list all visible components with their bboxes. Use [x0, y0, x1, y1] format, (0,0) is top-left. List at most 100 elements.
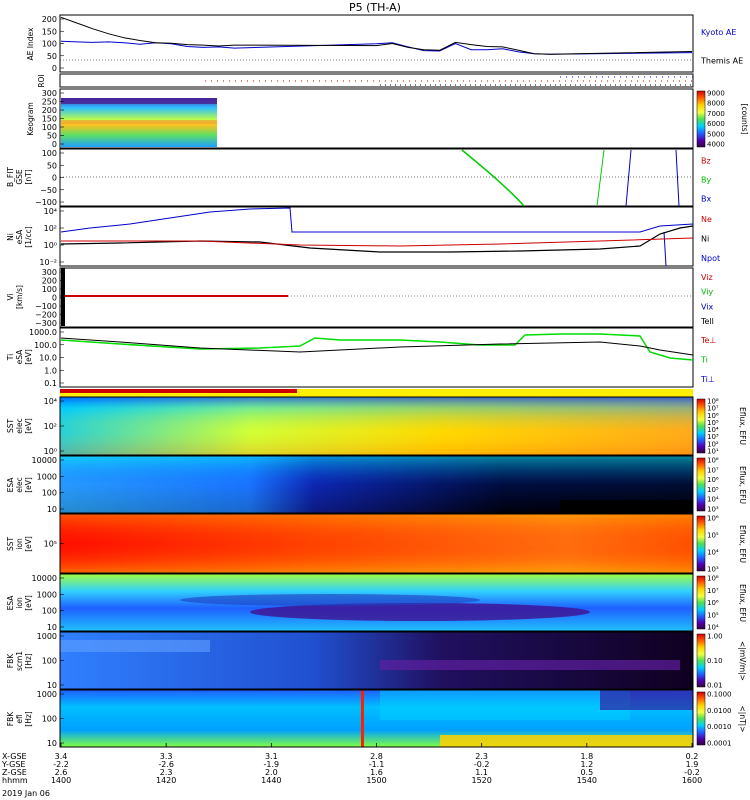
- xaxis-2-4: 1.1: [475, 768, 488, 777]
- legend-bfield-1: By: [701, 175, 711, 184]
- keogram-colorbar: [696, 90, 706, 148]
- colorbars: [696, 90, 706, 746]
- fbk-scm-colorbar: [696, 633, 706, 688]
- ytick-ae-index-4: 0: [52, 64, 57, 73]
- ytick-velocity-2: 100: [42, 285, 57, 294]
- ytick-fbk-scm-0: 1000: [37, 632, 57, 641]
- cbtick-esa-electron-2: 10⁶: [707, 476, 719, 484]
- ytick-bfield-0: 100: [42, 149, 57, 158]
- panel-density-frame: [59, 206, 694, 267]
- xaxis-1-3: -1.1: [369, 760, 385, 769]
- cbtick-sst-electron-6: 10²: [707, 440, 719, 448]
- ytick-esa-electron-3: 10: [47, 505, 57, 514]
- xaxis-2-6: -0.2: [684, 768, 700, 777]
- ylabel-fbk2-2: efi: [15, 714, 24, 724]
- xaxis-2-0: 2.6: [55, 768, 68, 777]
- ylabel-density-1: Ni: [6, 233, 15, 241]
- ylabel-esai-2: ion: [15, 597, 24, 609]
- fbk-scm-panel: [59, 631, 694, 690]
- cblabel-ssti: Eflux, EFU: [738, 525, 747, 563]
- y-axis-labels: AE Index ROI Keogram B_FIT GSE [nT] Ni e…: [6, 27, 46, 727]
- sst-electron-panel: [59, 396, 694, 456]
- cbtick-fbk-efi-2: 0.0010: [707, 723, 732, 731]
- ylabel-esae-1: ESA: [6, 477, 15, 493]
- kyoto-ae-line: [60, 40, 693, 55]
- legend-density-1: Ni: [701, 234, 709, 243]
- ylabel-temp-2: eSA: [15, 349, 24, 365]
- xaxis-1-0: -2.2: [53, 760, 69, 769]
- ytick-density-2: 10⁰: [44, 241, 57, 250]
- density-panel: [60, 207, 694, 267]
- ytick-esa-ion-1: 1000: [37, 590, 57, 599]
- ytick-velocity-1: 200: [42, 277, 57, 286]
- legend-temperature-1: Ti: [700, 355, 708, 364]
- xaxis-1-6: 1.9: [686, 760, 699, 769]
- xaxis-0-0: 3.4: [55, 752, 68, 761]
- xaxis-3-2: 1440: [261, 776, 281, 785]
- themis-ae-line: [60, 16, 693, 55]
- ylabel-ssti-2: ion: [15, 538, 24, 550]
- cbtick-sst-electron-0: 10⁸: [707, 398, 719, 406]
- roi-panel: [205, 76, 693, 86]
- temperature-panel: [60, 333, 694, 361]
- ylabel-temp-1: Ti: [6, 354, 15, 361]
- x-axis: X-GSE 3.4 3.3 3.1 2.8 2.3 1.8 0.2 Y-GSE -2.2 -2.6 -…: [1, 743, 702, 785]
- ylabel-bfield-3: [nT]: [24, 169, 33, 184]
- xaxis-3-3: 1500: [366, 776, 386, 785]
- ytick-velocity-3: 0: [52, 294, 57, 303]
- xaxis-3-5: 1540: [577, 776, 597, 785]
- ylabel-sste-1: SST: [6, 419, 15, 434]
- ylabel-temp-3: [eV]: [24, 349, 33, 365]
- ylabel-ae: AE Index: [26, 27, 35, 60]
- ytick-keogram-3: 150: [42, 115, 57, 124]
- cbtick-fbk-scm-0: 1.00: [707, 633, 723, 641]
- legend-velocity-0: Viz: [701, 273, 713, 282]
- ylabel-fbk1-1: FBK: [6, 653, 15, 668]
- legend-velocity-3: Tell: [700, 317, 714, 326]
- cbtick-esa-electron-3: 10⁵: [707, 486, 719, 494]
- cbtick-fbk-scm-2: 0.01: [707, 682, 723, 690]
- ytick-density-3: 10⁻²: [39, 258, 57, 267]
- legend-density-2: Npot: [701, 254, 720, 263]
- cbtick-fbk-efi-1: 0.0100: [707, 707, 732, 715]
- ylabel-sste-3: [eV]: [24, 418, 33, 434]
- fbk-efi-colorbar: [696, 691, 706, 746]
- ylabel-keogram: Keogram: [26, 102, 35, 136]
- xaxis-0-3: 2.8: [370, 752, 383, 761]
- ylabel-esai-1: ESA: [6, 595, 15, 611]
- cbtick-keogram-2: 7000: [707, 110, 725, 118]
- ytick-density-0: 10⁴: [44, 207, 57, 216]
- cbtick-sst-electron-1: 10⁷: [707, 405, 719, 413]
- te-line: [60, 337, 694, 356]
- ytick-velocity-5: −200: [35, 311, 57, 320]
- panel-roi-frame: [59, 73, 694, 88]
- cbtick-sst-electron-3: 10⁵: [707, 419, 719, 427]
- ylabel-bfield-2: GSE: [15, 169, 24, 185]
- cbtick-keogram-3: 6000: [707, 120, 725, 128]
- ytick-velocity-0: 300: [42, 268, 57, 277]
- panel-temperature-frame: [59, 327, 694, 388]
- ylabel-density-2: eSA: [15, 229, 24, 245]
- date-label: 2019 Jan 06: [2, 789, 50, 798]
- ytick-ae-index-1: 150: [42, 27, 57, 36]
- by-line-2: [596, 149, 605, 207]
- ytick-esa-ion-2: 100: [42, 607, 57, 616]
- xaxis-3-4: 1520: [471, 776, 491, 785]
- xaxis-0-1: 3.3: [160, 752, 173, 761]
- bx-line: [625, 149, 632, 207]
- ytick-temperature-4: 0.1: [44, 379, 57, 388]
- cbtick-esa-electron-4: 10⁴: [707, 496, 719, 504]
- ylabel-roi: ROI: [37, 74, 46, 87]
- legends: Kyoto AE Themis AE Bz By Bx Ne Ni Npot Viz Viy Vix…: [700, 28, 743, 384]
- ytick-velocity-4: −100: [35, 302, 57, 311]
- cblabel-esai: Eflux, EFU: [738, 584, 747, 622]
- ytick-bfield-4: −100: [35, 198, 57, 207]
- cbtick-fbk-scm-1: 0.10: [707, 657, 723, 665]
- colorbar-labels: [counts] Eflux, EFU Eflux, EFU Eflux, EF…: [738, 104, 749, 733]
- xaxis-1-2: -1.9: [264, 760, 280, 769]
- ylabel-velocity-1: Vi: [6, 293, 15, 300]
- cbtick-sst-electron-2: 10⁶: [707, 412, 719, 420]
- cbtick-fbk-efi-3: 0.0001: [707, 740, 732, 748]
- cbtick-keogram-1: 8000: [707, 100, 725, 108]
